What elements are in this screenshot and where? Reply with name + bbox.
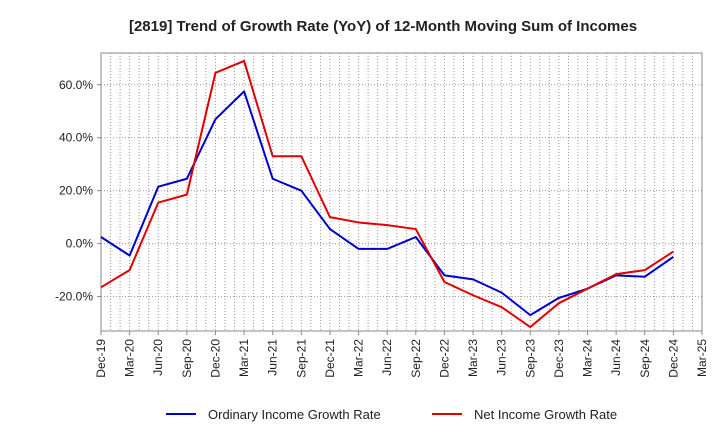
x-tick-label: Jun-21 [266,339,280,376]
x-tick-label: Sep-20 [180,339,194,378]
x-tick-label: Mar-20 [123,339,137,377]
x-tick-label: Dec-19 [94,339,108,378]
y-tick-label: 40.0% [59,131,93,145]
plot-frame [100,52,703,332]
x-axis: Dec-19 Mar-20 Jun-20 Sep-20 Dec-20 Mar-21 Jun-… [94,331,709,378]
x-tick-label: Sep-21 [294,339,308,378]
x-tick-label: Mar-25 [695,339,709,377]
x-tick-label: Sep-23 [523,339,537,378]
x-tick-label: Jun-20 [151,339,165,376]
x-tick-label: Sep-24 [638,339,652,378]
series-line-1 [100,90,674,317]
series-lines [100,59,674,329]
y-tick-label: 20.0% [59,184,93,198]
x-tick-label: Jun-23 [495,339,509,376]
x-tick-label: Dec-22 [437,339,451,378]
x-tick-label: Mar-21 [237,339,251,377]
x-tick-label: Mar-23 [466,339,480,377]
legend-label: Ordinary Income Growth Rate [208,407,381,422]
y-tick-label: 60.0% [59,78,93,92]
x-tick-label: Dec-24 [666,339,680,378]
x-tick-label: Jun-22 [380,339,394,376]
y-axis: 60.0% 40.0% 20.0% 0.0% -20.0% [55,78,101,304]
x-tick-label: Mar-24 [581,339,595,377]
y-tick-label: -20.0% [55,290,93,304]
x-tick-label: Dec-23 [552,339,566,378]
chart-title: [2819] Trend of Growth Rate (YoY) of 12-… [129,18,637,35]
x-tick-label: Sep-22 [409,339,423,378]
x-tick-label: Mar-22 [352,339,366,377]
x-tick-label: Dec-20 [208,339,222,378]
series-line-2 [100,59,674,329]
x-tick-label: Dec-21 [323,339,337,378]
x-tick-label: Jun-24 [609,339,623,376]
legend: Ordinary Income Growth Rate Net Income Gr… [166,407,617,422]
legend-label: Net Income Growth Rate [474,407,617,422]
y-tick-label: 0.0% [66,237,94,251]
grid [101,53,702,331]
